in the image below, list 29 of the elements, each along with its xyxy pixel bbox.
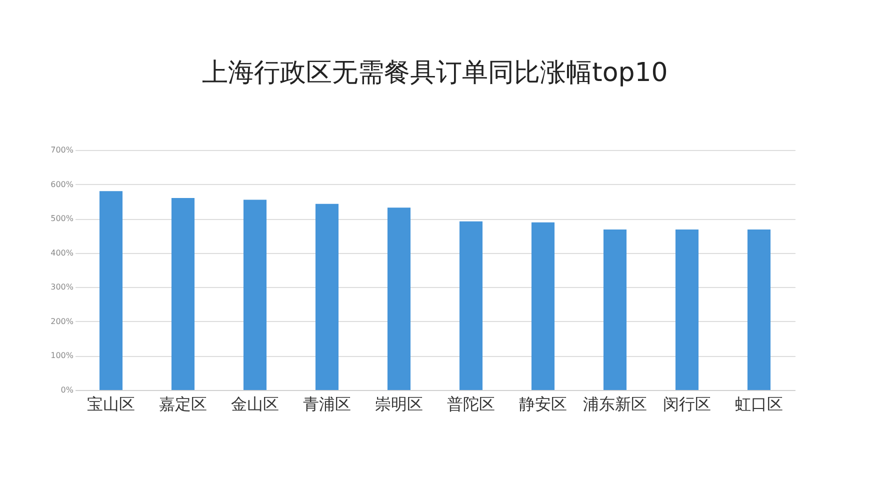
- y-tick-label: 600%: [50, 180, 74, 189]
- y-tick-label: 700%: [50, 146, 74, 154]
- bar: [171, 198, 195, 390]
- x-tick-label: 青浦区: [303, 394, 351, 414]
- x-tick-label: 静安区: [519, 394, 567, 414]
- y-tick-label: 100%: [50, 351, 74, 360]
- bar: [243, 200, 267, 390]
- x-tick-label: 崇明区: [375, 394, 423, 414]
- y-tick-label: 0%: [60, 386, 74, 394]
- y-tick-label: 200%: [50, 316, 74, 326]
- y-tick-label: 300%: [50, 282, 74, 292]
- chart-title: 上海行政区无需餐具订单同比涨幅top10: [202, 58, 668, 88]
- bar: [99, 191, 123, 390]
- bar: [747, 230, 771, 390]
- bar: [315, 204, 339, 390]
- x-tick-label: 宝山区: [87, 394, 135, 414]
- bar: [675, 230, 699, 390]
- x-tick-label: 闵行区: [663, 394, 711, 414]
- x-tick-label: 金山区: [231, 394, 279, 414]
- x-tick-label: 嘉定区: [159, 394, 207, 414]
- bar: [603, 230, 627, 390]
- bar: [387, 208, 411, 390]
- y-tick-label: 400%: [50, 248, 74, 258]
- bar: [531, 222, 555, 390]
- x-tick-label: 浦东新区: [583, 394, 647, 414]
- bar: [459, 221, 483, 390]
- x-tick-label: 虹口区: [735, 394, 783, 414]
- x-tick-label: 普陀区: [447, 394, 495, 414]
- y-tick-label: 500%: [50, 214, 74, 224]
